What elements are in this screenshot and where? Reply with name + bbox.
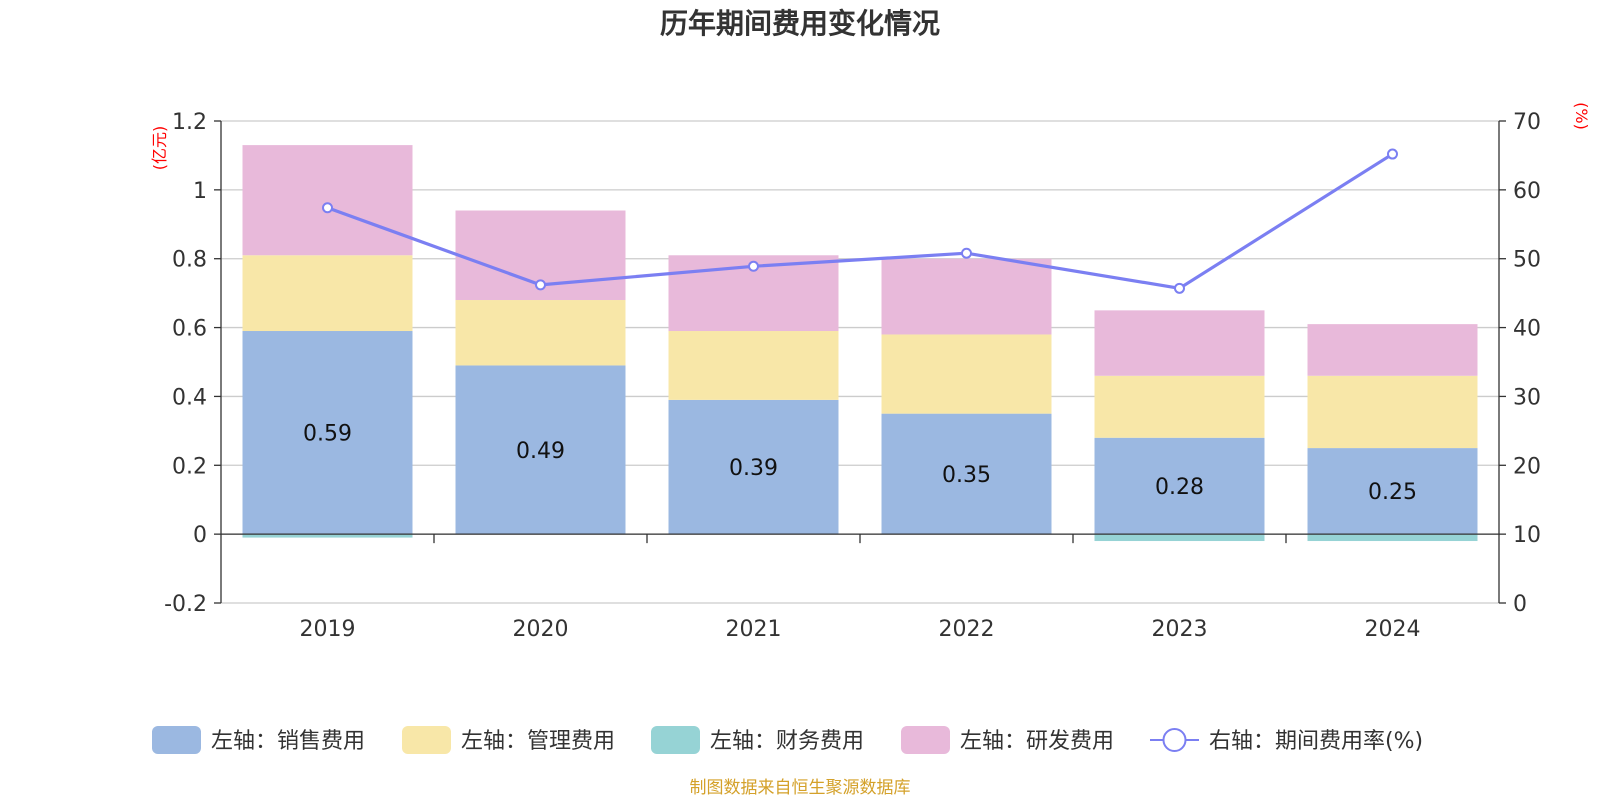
bar-segment-s2-2023 [1094,534,1265,542]
right-tick-label: 0 [1513,592,1527,617]
bar-segment-s0-2023 [1094,437,1265,535]
legend-label: 左轴：研发费用 [960,729,1114,754]
left-tick-label: 1 [193,179,207,204]
expense-rate-line [322,148,1398,294]
legend-label: 右轴：期间费用率(%) [1209,729,1423,754]
legend-swatch [901,726,950,754]
legend-swatch [152,726,201,754]
bar-segment-s1-2022 [881,334,1052,414]
bar-segment-s1-2023 [1094,375,1265,438]
data-label-2024: 0.25 [1368,480,1417,505]
x-tick-label: 2024 [1365,617,1421,642]
bar-segment-s2-2024 [1307,534,1478,542]
bars [242,145,1478,542]
bar-segment-s1-2019 [242,255,413,332]
x-tick-label: 2019 [300,617,356,642]
right-tick-label: 50 [1513,248,1541,273]
legend-swatch [651,726,700,754]
left-tick-label: 1.2 [172,110,207,135]
rate-point-2020 [535,279,546,291]
rate-line [326,152,1394,290]
x-tick-label: 2022 [939,617,995,642]
bar-segment-s3-2022 [881,258,1052,335]
rate-point-2024 [1387,148,1398,160]
left-tick-label: 0.4 [172,385,207,410]
legend-label: 左轴：销售费用 [211,729,365,754]
gridlines [221,120,1499,604]
legend-swatch [402,726,451,754]
left-axis-unit: (亿元) [150,126,169,171]
bar-segment-s0-2022 [881,413,1052,535]
bar-segment-s0-2021 [668,399,839,535]
left-tick-label: 0.6 [172,317,207,342]
legend-label: 左轴：管理费用 [461,729,615,754]
left-tick-label: 0.2 [172,454,207,479]
data-labels: 0.59 0.49 0.39 0.35 0.28 0.25 [303,422,1417,506]
right-axis-unit: (%) [1572,102,1591,130]
data-label-2019: 0.59 [303,422,352,447]
bar-segment-s0-2019 [242,331,413,535]
rate-point-2021 [748,260,759,272]
data-label-2023: 0.28 [1155,475,1204,500]
right-tick-label: 10 [1513,523,1541,548]
right-tick-label: 30 [1513,385,1541,410]
rate-point-2022 [961,247,972,259]
data-label-2021: 0.39 [729,456,778,481]
x-tick-label: 2020 [513,617,569,642]
left-tick-label: -0.2 [164,592,207,617]
right-tick-label: 60 [1513,179,1541,204]
left-tick-label: 0.8 [172,248,207,273]
bar-segment-s1-2020 [455,300,626,366]
left-tick-label: 0 [193,523,207,548]
bar-segment-s3-2024 [1307,324,1478,376]
rate-point-2019 [322,202,333,214]
bar-segment-s1-2024 [1307,375,1478,449]
right-tick-label: 20 [1513,454,1541,479]
x-tick-label: 2021 [726,617,782,642]
right-tick-label: 70 [1513,110,1541,135]
rate-point-2023 [1174,282,1185,294]
bar-segment-s1-2021 [668,331,839,400]
bar-segment-s3-2023 [1094,310,1265,376]
data-label-2020: 0.49 [516,439,565,464]
bar-segment-s2-2019 [242,534,413,538]
legend-marker [1162,728,1187,752]
source-note: 制图数据来自恒生聚源数据库 [690,778,911,798]
data-label-2022: 0.35 [942,463,991,488]
bar-segment-s0-2020 [455,365,626,535]
chart-title: 历年期间费用变化情况 [660,7,940,40]
bar-segment-s3-2019 [242,145,413,256]
legend: 左轴：销售费用 左轴：管理费用 左轴：财务费用 左轴：研发费用 右轴：期间费用率(%) [152,726,1423,754]
right-tick-label: 40 [1513,317,1541,342]
bar-segment-s0-2024 [1307,448,1478,535]
x-tick-label: 2023 [1152,617,1208,642]
axes: 1.2 1 0.8 0.6 0.4 0.2 0 -0.2 70 60 50 40 30 20 10 0 2019… [164,110,1541,642]
legend-label: 左轴：财务费用 [710,729,864,754]
